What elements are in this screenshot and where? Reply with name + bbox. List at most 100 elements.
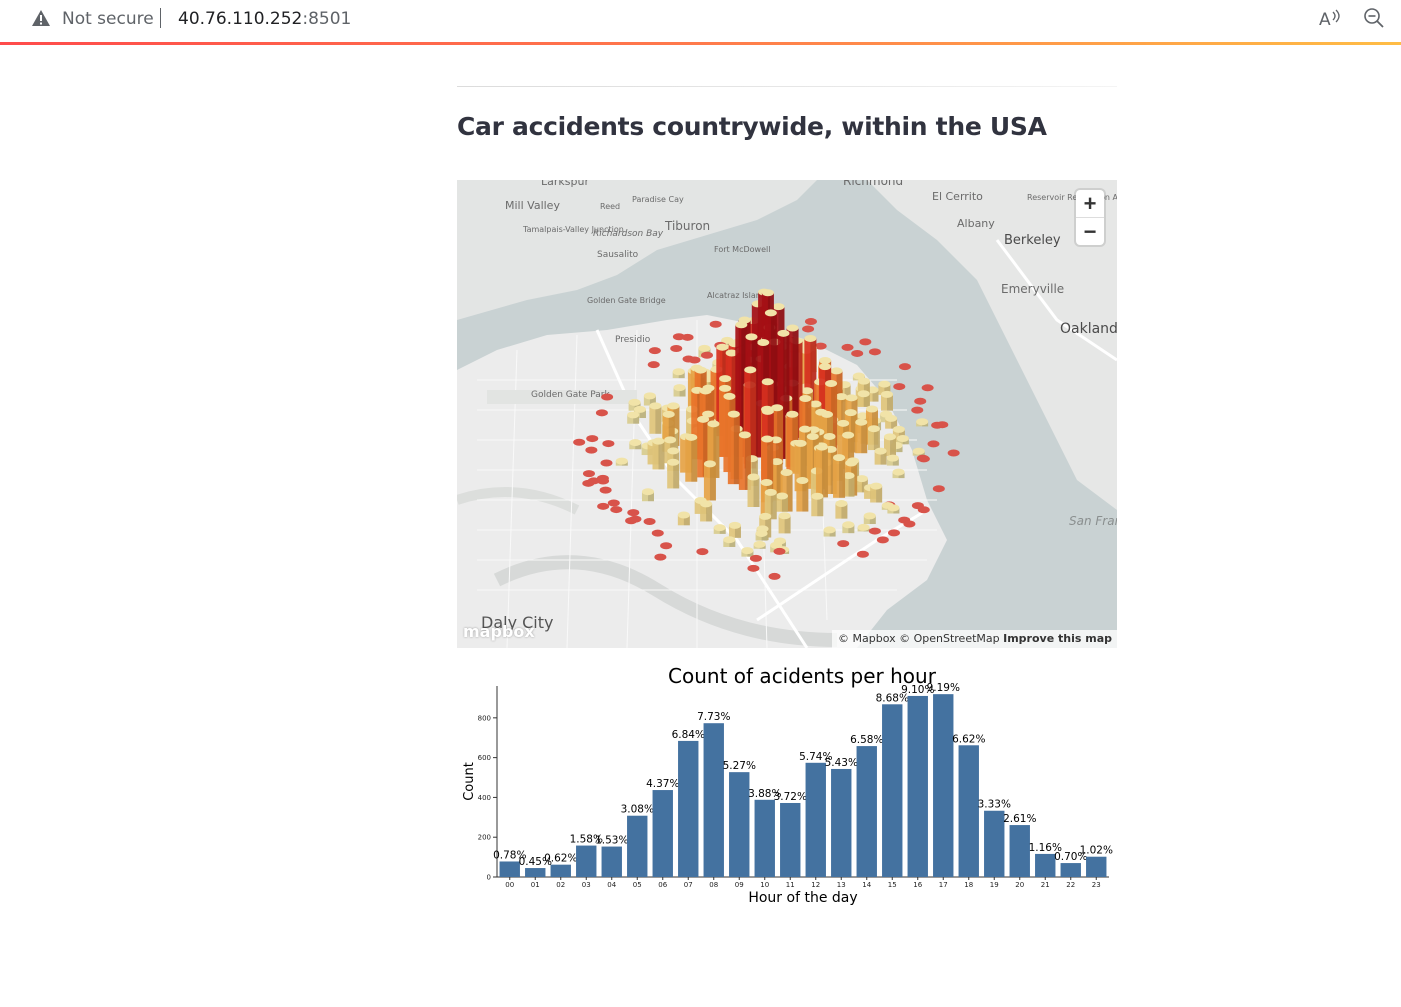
accident-column-top[interactable]	[786, 410, 799, 418]
accident-column-top[interactable]	[625, 517, 638, 525]
accident-column-top[interactable]	[582, 470, 595, 478]
accident-column[interactable]	[880, 394, 893, 411]
accident-column-top[interactable]	[673, 384, 686, 392]
accident-column-top[interactable]	[857, 523, 870, 531]
accident-column[interactable]	[747, 477, 760, 507]
accident-column-top[interactable]	[842, 472, 855, 480]
accident-column[interactable]	[727, 414, 740, 485]
accident-column[interactable]	[677, 515, 690, 526]
accident-column-top[interactable]	[880, 390, 893, 398]
accident-column[interactable]	[885, 418, 898, 429]
accident-column[interactable]	[811, 496, 824, 517]
accident-column-top[interactable]	[892, 425, 905, 433]
accident-column-top[interactable]	[916, 454, 929, 462]
accident-column[interactable]	[628, 402, 641, 411]
accident-column-top[interactable]	[802, 325, 815, 333]
accident-column-top[interactable]	[777, 329, 790, 337]
accident-column-top[interactable]	[903, 520, 916, 528]
attribution-osm[interactable]: © OpenStreetMap	[899, 632, 1000, 645]
accident-column-top[interactable]	[830, 367, 843, 375]
accident-column[interactable]	[835, 503, 848, 519]
accident-column-top[interactable]	[725, 349, 738, 357]
accident-column-top[interactable]	[770, 458, 783, 466]
read-aloud-icon[interactable]: A	[1318, 7, 1342, 29]
accident-column[interactable]	[884, 436, 897, 457]
accident-column-top[interactable]	[602, 440, 615, 448]
accident-column-top[interactable]	[851, 349, 864, 357]
accident-column-top[interactable]	[786, 324, 799, 332]
accident-column-top[interactable]	[700, 500, 713, 508]
map-canvas[interactable]: Larkspur Richmond Mill Valley Paradise C…	[457, 180, 1117, 648]
accident-column-top[interactable]	[932, 485, 945, 493]
accident-column[interactable]	[778, 515, 791, 534]
accident-column-top[interactable]	[597, 477, 610, 485]
accident-column-top[interactable]	[799, 394, 812, 402]
accident-column-top[interactable]	[627, 509, 640, 517]
accident-column-top[interactable]	[878, 380, 891, 388]
accident-column[interactable]	[649, 405, 662, 434]
accident-column-top[interactable]	[600, 459, 613, 467]
accident-column-top[interactable]	[702, 410, 715, 418]
accident-column-top[interactable]	[868, 348, 881, 356]
accident-column-top[interactable]	[867, 425, 880, 433]
accident-column-top[interactable]	[800, 387, 813, 395]
accident-column-top[interactable]	[857, 390, 870, 398]
accident-column-top[interactable]	[842, 521, 855, 529]
accident-column-top[interactable]	[719, 375, 732, 383]
accident-column-top[interactable]	[856, 550, 869, 558]
accident-column[interactable]	[723, 539, 736, 547]
accident-column[interactable]	[796, 480, 809, 512]
accident-column-top[interactable]	[607, 499, 620, 507]
accident-column-top[interactable]	[719, 384, 732, 392]
accident-column-top[interactable]	[885, 414, 898, 422]
accident-column[interactable]	[673, 387, 686, 397]
accident-column[interactable]	[641, 491, 654, 502]
zoom-in-button[interactable]: +	[1076, 190, 1104, 218]
accident-column-top[interactable]	[660, 542, 673, 550]
accident-column-top[interactable]	[823, 526, 836, 534]
accident-column-top[interactable]	[757, 338, 770, 346]
accident-column-top[interactable]	[627, 411, 640, 419]
accident-column-top[interactable]	[855, 475, 868, 483]
accident-column-top[interactable]	[628, 398, 641, 406]
accident-column-top[interactable]	[859, 338, 872, 346]
accident-column-top[interactable]	[770, 541, 783, 549]
accident-column-top[interactable]	[696, 548, 709, 556]
accident-column-top[interactable]	[745, 333, 758, 341]
accident-column[interactable]	[775, 496, 788, 512]
accident-column-top[interactable]	[863, 512, 876, 520]
accident-column-top[interactable]	[893, 383, 906, 391]
accident-column-top[interactable]	[884, 433, 897, 441]
accident-column-top[interactable]	[845, 459, 858, 467]
accident-column[interactable]	[863, 515, 876, 525]
accident-column-top[interactable]	[759, 512, 772, 520]
accident-column[interactable]	[867, 428, 880, 451]
accident-column[interactable]	[643, 395, 656, 406]
accident-column-top[interactable]	[892, 468, 905, 476]
accident-column[interactable]	[652, 441, 665, 470]
mapbox-logo[interactable]: mapbox	[463, 622, 535, 641]
security-label[interactable]: Not secure	[62, 9, 154, 29]
accident-column-top[interactable]	[896, 435, 909, 443]
accident-map[interactable]: Larkspur Richmond Mill Valley Paradise C…	[457, 180, 1117, 648]
accident-column-top[interactable]	[649, 402, 662, 410]
accident-column[interactable]	[874, 451, 887, 465]
accident-column-top[interactable]	[811, 492, 824, 500]
accident-column-top[interactable]	[716, 343, 729, 351]
accident-column-top[interactable]	[823, 432, 836, 440]
accident-column-top[interactable]	[761, 378, 774, 386]
accident-column-top[interactable]	[723, 536, 736, 544]
accident-column-top[interactable]	[667, 447, 680, 455]
accident-column-top[interactable]	[809, 400, 822, 408]
accident-column-top[interactable]	[874, 447, 887, 455]
accident-column-top[interactable]	[768, 572, 781, 580]
accident-column-top[interactable]	[761, 435, 774, 443]
accident-column-top[interactable]	[610, 506, 623, 514]
accident-column-top[interactable]	[585, 446, 598, 454]
accident-column-top[interactable]	[806, 433, 819, 441]
accident-columns[interactable]	[573, 288, 960, 580]
accident-column-top[interactable]	[837, 540, 850, 548]
accident-column-top[interactable]	[760, 478, 773, 486]
accident-column-top[interactable]	[723, 392, 736, 400]
accident-column-top[interactable]	[887, 529, 900, 537]
